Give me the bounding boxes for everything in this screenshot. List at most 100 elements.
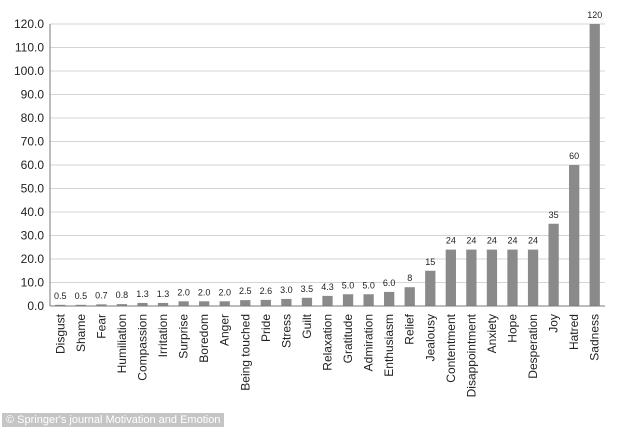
bar-relaxation — [322, 295, 333, 306]
bar-anxiety — [486, 249, 498, 306]
bar-boredom — [199, 301, 210, 306]
data-label: 1.3 — [157, 289, 170, 299]
x-tick-label: Jealousy — [423, 314, 437, 361]
data-label: 3.0 — [280, 285, 293, 295]
data-label: 60 — [569, 151, 579, 161]
x-tick-label: Joy — [547, 314, 561, 333]
bar-relief — [404, 287, 415, 306]
y-tick-label: 10.0 — [21, 276, 45, 290]
x-tick-label: Fear — [94, 314, 108, 339]
x-tick-label: Compassion — [136, 314, 150, 381]
x-tick-label: Hatred — [567, 314, 581, 350]
bar-anger — [219, 301, 230, 306]
bar-hope — [507, 249, 518, 306]
bar-stress — [281, 298, 292, 306]
data-label: 24 — [487, 236, 497, 246]
bar-jealousy — [425, 270, 436, 306]
bar-sadness — [589, 24, 600, 306]
x-tick-label: Hope — [506, 314, 520, 343]
data-label: 2.0 — [198, 287, 211, 297]
bar-disappointment — [466, 249, 477, 306]
x-tick-label: Disappointment — [464, 313, 478, 397]
bar-being-touched — [240, 300, 251, 306]
x-tick-label: Guilt — [300, 313, 314, 338]
data-label: 1.3 — [136, 289, 149, 299]
data-label: 0.7 — [95, 290, 108, 300]
x-tick-label: Surprise — [177, 314, 191, 359]
y-tick-label: 110.0 — [15, 41, 44, 55]
data-label: 0.5 — [54, 291, 67, 301]
data-label: 4.3 — [321, 282, 334, 292]
x-tick-label: Gratitude — [341, 314, 355, 364]
y-tick-label: 20.0 — [21, 252, 45, 266]
x-tick-label: Contentment — [444, 313, 458, 382]
x-axis-ticks: Disgust Shame Fear Humiliation Compassion Irr… — [53, 313, 601, 397]
data-label: 15 — [425, 257, 435, 267]
x-tick-label: Desperation — [526, 314, 540, 379]
watermark: © Springer's journal Motivation and Emot… — [2, 413, 225, 427]
data-label: 6.0 — [383, 278, 396, 288]
x-tick-label: Sadness — [588, 314, 602, 361]
x-tick-label: Irritation — [156, 314, 170, 357]
bar-joy — [548, 223, 559, 306]
x-tick-label: Disgust — [53, 313, 67, 354]
bar-humiliation — [116, 304, 128, 306]
y-axis-ticks: 0.0 10.0 20.0 30.0 40.0 50.0 60.0 70.0 80.0 90.0 1… — [14, 17, 44, 313]
data-label: 2.6 — [260, 286, 273, 296]
gridlines — [50, 23, 605, 283]
x-tick-label: Relaxation — [321, 314, 335, 371]
y-tick-label: 0.0 — [27, 299, 44, 313]
bar-gratitude — [342, 294, 354, 306]
data-label: 24 — [466, 236, 476, 246]
y-tick-label: 60.0 — [21, 158, 45, 172]
x-tick-label: Pride — [259, 314, 273, 342]
bar-irritation — [157, 302, 169, 306]
x-tick-label: Shame — [74, 314, 88, 352]
data-label: 2.0 — [218, 287, 231, 297]
y-tick-label: 40.0 — [21, 205, 45, 219]
data-label: 0.8 — [116, 290, 129, 300]
y-tick-label: 70.0 — [21, 135, 45, 149]
y-tick-label: 80.0 — [21, 111, 45, 125]
bar-desperation — [527, 249, 539, 306]
data-label: 5.0 — [362, 280, 375, 290]
bar-disgust — [55, 304, 66, 306]
data-label: 2.5 — [239, 286, 252, 296]
data-label: 24 — [528, 236, 538, 246]
bar-contentment — [445, 249, 456, 306]
y-tick-label: 120.0 — [14, 17, 44, 31]
bar-surprise — [178, 301, 189, 306]
bar-fear — [96, 304, 107, 306]
data-label: 2.0 — [177, 287, 190, 297]
data-label: 120 — [587, 10, 602, 20]
bar-hatred — [569, 165, 580, 306]
x-tick-label: Anxiety — [485, 314, 499, 353]
x-tick-label: Relief — [403, 313, 417, 344]
x-tick-label: Anger — [218, 314, 232, 346]
y-tick-label: 30.0 — [21, 229, 45, 243]
data-label: 8 — [407, 273, 412, 283]
x-tick-label: Humiliation — [115, 314, 129, 373]
y-tick-label: 90.0 — [21, 88, 45, 102]
bar-shame — [75, 304, 86, 306]
data-label: 0.5 — [75, 291, 88, 301]
bars — [55, 24, 600, 306]
data-label: 35 — [549, 210, 559, 220]
x-tick-label: Boredom — [197, 314, 211, 363]
y-tick-label: 50.0 — [21, 182, 45, 196]
bar-guilt — [301, 297, 313, 306]
data-label: 5.0 — [342, 280, 355, 290]
bar-enthusiasm — [384, 291, 395, 306]
bar-compassion — [137, 302, 148, 306]
data-label: 3.5 — [301, 284, 314, 294]
bar-pride — [260, 299, 271, 306]
y-tick-label: 100.0 — [14, 64, 44, 78]
data-label: 24 — [446, 236, 456, 246]
data-label: 24 — [507, 236, 517, 246]
x-tick-label: Being touched — [238, 314, 252, 391]
x-tick-label: Admiration — [362, 314, 376, 371]
x-tick-label: Stress — [279, 314, 293, 348]
bar-admiration — [363, 294, 374, 306]
x-tick-label: Enthusiasm — [382, 314, 396, 377]
